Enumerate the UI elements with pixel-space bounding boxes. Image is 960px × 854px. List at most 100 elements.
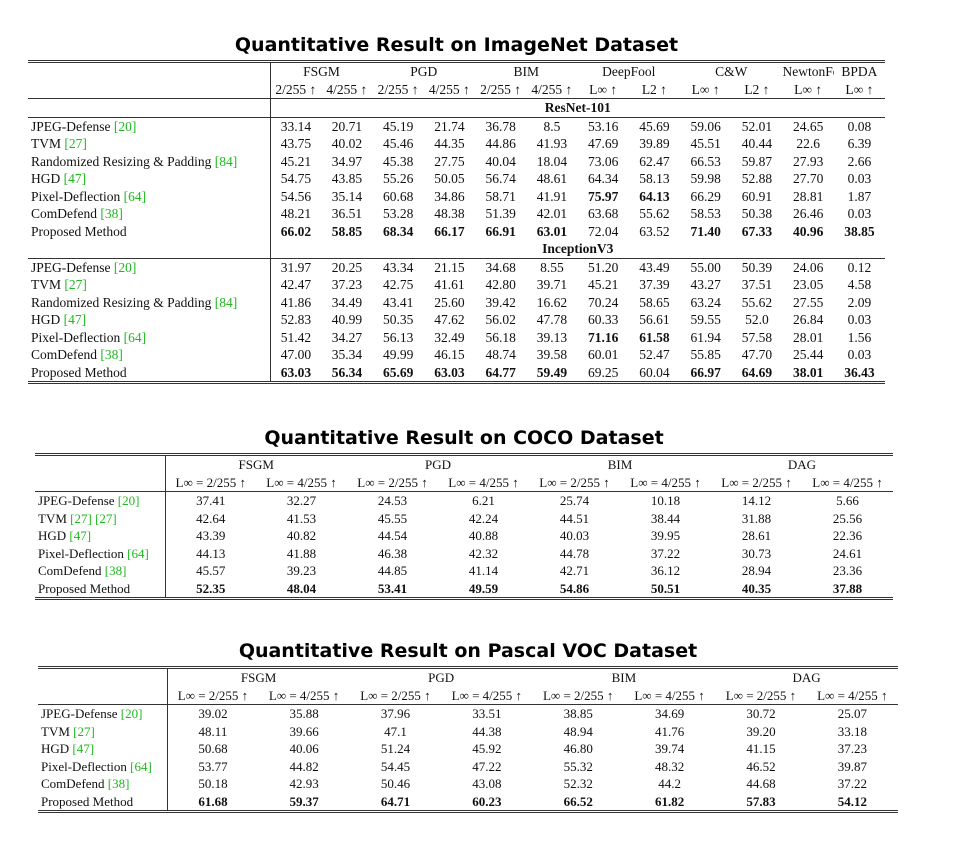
value: 53.16 [587,118,619,134]
citation: [20] [113,259,137,275]
value: 4.58 [847,277,872,292]
value: 57.58 [741,329,773,345]
value: 47.62 [434,312,465,327]
value-cell: 65.69 [373,364,424,383]
imagenet-block: Quantitative Result on ImageNet Dataset … [28,30,885,384]
value-cell: 66.02 [270,223,321,241]
table-header: FSGM PGD BIM DAG L∞ = 2/255 ↑ L∞ = 4/255 ↑ L∞ … [35,454,893,492]
method-name: Proposed Method [38,580,131,596]
value-cell: 44.82 [258,758,349,776]
value: 48.38 [434,206,465,221]
value: 20.25 [331,259,363,275]
value: 0.08 [847,118,872,134]
value-cell: 49.59 [438,580,529,599]
value: 2.09 [847,294,872,310]
value-cell: 47.78 [526,311,577,329]
value-cell: 60.01 [578,346,629,364]
value: 60.68 [382,188,414,204]
method-name: HGD [31,171,61,186]
value-cell: 59.49 [526,364,577,383]
data-row: Pixel-Deflection [64] 44.13 41.88 46.38 42.3… [35,544,893,563]
value: 63.52 [639,223,670,239]
best-value: 71.16 [587,329,619,345]
group-header: PGD [428,670,455,685]
value-cell: 6.21 [438,492,529,510]
value: 46.80 [563,741,593,756]
subheader: L∞ = 2/255 ↑ [167,686,259,705]
value-cell: 73.06 [578,153,629,171]
value: 43.75 [280,136,312,151]
value-cell: 37.51 [731,276,782,294]
value: 25.60 [434,294,465,310]
value-cell: 66.52 [533,793,624,812]
value-cell: 34.97 [321,153,372,171]
value-cell: 44.13 [165,545,256,563]
value-cell: 41.88 [256,545,347,563]
value: 52.01 [741,118,773,134]
value-cell: 16.62 [526,294,577,312]
group-header: DAG [787,457,817,472]
value: 44.86 [485,136,516,151]
value: 50.18 [198,776,228,791]
value-cell: 42.47 [270,276,321,294]
citation: [38] [107,776,130,791]
value-cell: 45.38 [373,153,424,171]
value-cell: 58.65 [629,294,680,312]
value: 39.02 [198,706,228,721]
value: 25.74 [559,493,590,508]
value: 44.38 [472,723,502,739]
value: 60.04 [639,364,670,380]
data-row: ComDefend [38] 45.57 39.23 44.85 41.14 42.71 3… [35,562,893,580]
value: 45.69 [639,118,670,134]
value: 34.27 [331,329,363,345]
value: 43.27 [690,277,721,292]
value: 21.15 [434,259,465,275]
value-cell: 51.20 [578,258,629,276]
value: 14.12 [741,493,772,508]
best-value: 66.97 [690,364,721,380]
best-value: 64.69 [741,364,773,380]
value-cell: 41.14 [438,562,529,580]
corner-cell [38,686,168,705]
method-name: JPEG-Defense [41,706,118,721]
value: 70.24 [587,294,619,310]
data-row: JPEG-Defense [20] 31.97 20.25 43.34 21.15 34.… [28,258,885,276]
citation: [84] [214,294,238,310]
value: 38.44 [650,510,681,526]
best-value: 60.23 [472,793,502,809]
value-cell: 41.53 [256,510,347,528]
method-name: TVM [38,510,67,526]
table-body: JPEG-Defense [20] 37.41 32.27 24.53 6.21 25.7… [35,491,893,599]
value: 0.03 [847,312,872,327]
value: 50.68 [198,741,228,756]
value-cell: 31.88 [711,510,802,528]
value-cell: 52.35 [165,580,256,599]
method-name: ComDefend [41,776,105,791]
value-cell: 36.12 [620,562,711,580]
value: 46.15 [434,347,465,362]
method-name: Pixel-Deflection [38,545,124,561]
value-cell: 40.96 [783,223,834,241]
value: 60.01 [587,347,619,362]
method-name: Pixel-Deflection [31,188,121,204]
value-cell: 44.85 [347,562,438,580]
value-cell: 44.68 [715,775,806,793]
method-name: Proposed Method [31,223,127,239]
value-cell: 34.27 [321,329,372,347]
value: 46.52 [746,758,776,774]
value-cell: 51.39 [475,205,526,223]
value-cell: 38.01 [783,364,834,383]
value: 45.21 [587,277,619,292]
value: 40.06 [289,741,319,756]
citation: [38] [100,347,123,362]
value: 42.75 [382,277,414,292]
value: 61.94 [690,329,721,345]
value-cell: 41.76 [624,723,715,741]
value: 43.39 [196,528,226,543]
corner-cell [35,454,166,474]
data-row: ComDefend [38] 47.00 35.34 49.99 46.15 48.74 3… [28,346,885,364]
value-cell: 28.01 [783,329,834,347]
data-row: JPEG-Defense [20] 39.02 35.88 37.96 33.51 38.… [38,704,898,723]
value-cell: 36.43 [834,364,885,383]
value: 8.5 [543,118,561,134]
